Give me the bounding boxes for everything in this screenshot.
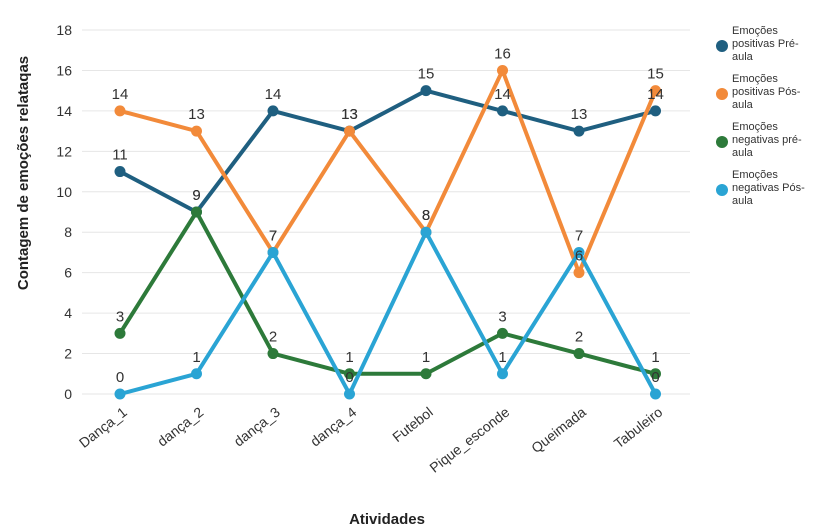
- data-point: [114, 105, 126, 117]
- y-axis-ticks: 0 2 4 6 8 10 12 14 16 18: [56, 22, 72, 402]
- data-point: [267, 105, 279, 117]
- data-point: [420, 226, 432, 238]
- data-point: [573, 246, 585, 258]
- data-label: 7: [269, 227, 277, 244]
- x-tick-label: dança_4: [307, 404, 359, 450]
- data-point: [344, 125, 355, 137]
- series-line: [118, 210, 657, 376]
- data-point: [573, 348, 585, 360]
- data-point: [344, 388, 355, 400]
- data-label: 1: [651, 349, 659, 366]
- legend-label: Emoções positivas Pós-aula: [732, 73, 801, 111]
- y-tick-label: 0: [64, 386, 72, 402]
- data-label: 16: [494, 45, 511, 62]
- data-label: 14: [112, 86, 129, 103]
- data-label: 0: [345, 369, 353, 386]
- y-tick-label: 2: [64, 346, 72, 362]
- data-point: [650, 105, 661, 117]
- data-label: 11: [112, 147, 128, 164]
- x-tick-label: Dança_1: [76, 404, 130, 451]
- data-point: [191, 206, 202, 218]
- x-tick-label: Futebol: [389, 404, 436, 445]
- gridlines: [82, 29, 690, 395]
- data-point: [497, 368, 508, 380]
- data-label: 13: [188, 106, 205, 123]
- data-point: [573, 125, 585, 137]
- data-point: [114, 166, 126, 178]
- data-label: 1: [192, 349, 200, 366]
- legend-label: Emoções negativas pré-aula: [732, 121, 802, 159]
- x-axis-title: Atividades: [349, 511, 425, 527]
- data-label: 8: [422, 207, 430, 224]
- data-point: [650, 85, 661, 97]
- legend-label: Emoções negativas Pós-aula: [732, 169, 805, 207]
- data-label: 8: [422, 207, 430, 224]
- data-point: [267, 348, 279, 360]
- y-tick-label: 16: [56, 62, 72, 78]
- legend-marker: [716, 184, 728, 196]
- data-label: 6: [575, 248, 583, 265]
- data-point: [267, 246, 279, 258]
- data-label: 1: [498, 349, 506, 366]
- data-label: 13: [571, 106, 588, 123]
- data-label: 0: [116, 369, 124, 386]
- data-label: 9: [192, 187, 200, 204]
- x-tick-label: Queimada: [528, 404, 589, 457]
- data-label: 14: [494, 86, 511, 103]
- data-point: [344, 368, 355, 380]
- data-label: 1: [422, 349, 430, 366]
- data-label: 1: [345, 349, 353, 366]
- x-tick-label: dança_2: [154, 404, 206, 450]
- data-point: [420, 368, 432, 380]
- data-label: 3: [116, 308, 124, 325]
- y-tick-label: 8: [64, 224, 72, 240]
- x-axis-ticks: Dança_1 dança_2 dança_3 dança_4 FutebolPique…: [76, 404, 666, 476]
- legend: Emoções positivas Pré-aula Emoções positiva…: [716, 25, 805, 207]
- data-label: 7: [269, 227, 277, 244]
- data-label: 15: [647, 66, 664, 83]
- data-point: [114, 327, 126, 339]
- data-label: 14: [647, 86, 664, 103]
- y-tick-label: 6: [64, 265, 72, 281]
- x-tick-label: dança_3: [231, 404, 283, 450]
- data-label: 2: [269, 329, 277, 346]
- series-line: [119, 68, 658, 275]
- data-point: [497, 105, 508, 117]
- series-group: [114, 64, 661, 400]
- data-point: [497, 327, 508, 339]
- data-label: 7: [575, 227, 583, 244]
- y-tick-label: 10: [56, 184, 72, 200]
- data-label: 2: [575, 329, 583, 346]
- data-point: [650, 368, 661, 380]
- data-label: 15: [418, 66, 435, 83]
- data-point: [650, 388, 661, 400]
- legend-marker: [716, 88, 728, 100]
- y-tick-label: 18: [56, 22, 72, 38]
- legend-label: Emoções positivas Pré-aula: [732, 25, 799, 63]
- x-tick-label: Pique_esconde: [426, 404, 512, 476]
- data-point: [573, 267, 585, 279]
- data-label: 3: [498, 308, 506, 325]
- x-tick-label: Tabuleiro: [611, 404, 666, 452]
- data-label: 13: [341, 106, 358, 123]
- data-label: 13: [341, 106, 358, 123]
- legend-marker: [716, 40, 728, 52]
- data-point: [497, 64, 508, 76]
- data-point: [191, 368, 202, 380]
- series-line: [119, 88, 657, 214]
- data-point: [114, 388, 126, 400]
- data-point: [191, 125, 202, 137]
- data-label: 14: [265, 86, 282, 103]
- data-point: [420, 85, 432, 97]
- y-tick-label: 4: [64, 305, 72, 321]
- legend-marker: [716, 136, 728, 148]
- data-label: 0: [651, 369, 659, 386]
- series-line: [119, 230, 658, 396]
- y-tick-label: 14: [56, 103, 72, 119]
- y-axis-title: Contagem de emoções relataqas: [15, 56, 32, 290]
- data-label: 9: [192, 187, 200, 204]
- y-tick-label: 12: [56, 143, 72, 159]
